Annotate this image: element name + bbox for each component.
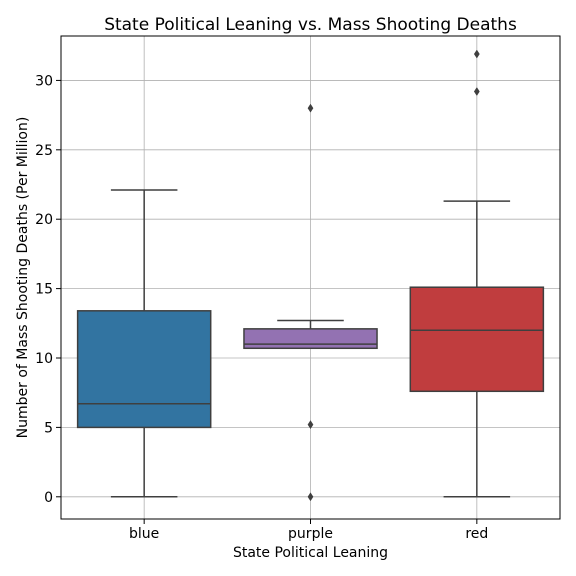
y-tick-label: 25 [35,143,53,159]
outlier-point [307,492,314,502]
y-tick-label: 0 [44,490,53,506]
iqr-box [76,310,212,429]
outlier-point [473,87,480,96]
box-red [409,49,545,498]
y-axis-label: Number of Mass Shooting Deaths (Per Mill… [15,117,31,439]
outlier-point [307,103,314,113]
y-axis-ticks: 0 5 10 15 20 25 30 [35,73,61,506]
y-tick-label: 10 [35,351,53,367]
outlier-point [307,420,314,430]
box-purple [243,103,378,502]
outlier-point [473,49,480,59]
x-tick-label: blue [129,526,159,542]
boxes [76,49,545,502]
y-tick-label: 15 [35,282,53,298]
box-blue [76,189,212,498]
iqr-box [409,286,545,393]
x-tick-label: red [465,526,488,542]
x-axis-label: State Political Leaning [233,545,388,561]
y-tick-label: 30 [35,73,53,89]
y-tick-label: 5 [44,420,53,436]
iqr-box [243,328,378,350]
x-axis-ticks: blue purple red [129,519,488,542]
x-tick-label: purple [288,526,333,542]
y-tick-label: 20 [35,212,53,228]
chart-title: State Political Leaning vs. Mass Shootin… [104,15,517,35]
